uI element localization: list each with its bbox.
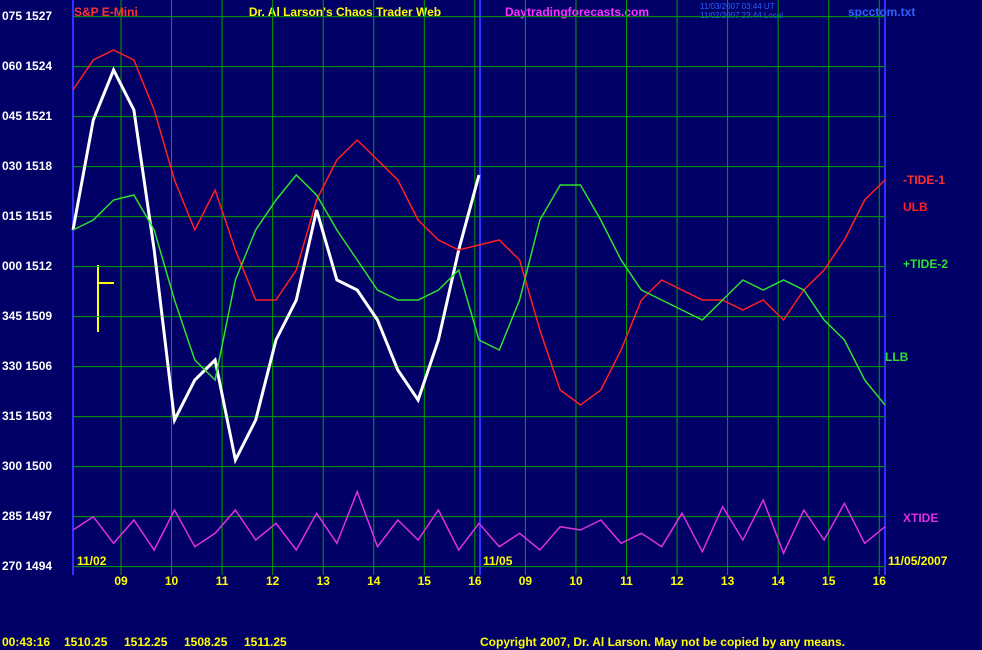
x-tick-label: 11 [620, 574, 633, 588]
x-tick-label: 10 [165, 574, 179, 588]
date-label: 11/02 [77, 554, 107, 568]
y-tick-label: 030 1518 [2, 159, 52, 173]
x-tick-label: 09 [519, 574, 533, 588]
y-tick-label: 330 1506 [2, 359, 52, 373]
status-time: 00:43:16 [2, 635, 50, 649]
series-line [71, 66, 481, 465]
timestamp: 11/02/2007 23:44 Local [700, 11, 783, 20]
x-tick-label: 13 [721, 574, 735, 588]
chart-title: Dr. Al Larson's Chaos Trader Web [249, 5, 441, 19]
x-tick-label: 14 [367, 574, 381, 588]
annotation: LLB [885, 350, 909, 364]
y-tick-label: 315 1503 [2, 409, 52, 423]
x-tick-label: 10 [569, 574, 583, 588]
status-value: 1511.25 [244, 635, 287, 649]
x-tick-label: 12 [670, 574, 684, 588]
status-value: 1510.25 [64, 635, 108, 649]
x-tick-label: 16 [468, 574, 482, 588]
date-label: 11/05/2007 [888, 554, 948, 568]
x-tick-label: 09 [114, 574, 128, 588]
y-tick-label: 345 1509 [2, 309, 52, 323]
series-line [72, 173, 886, 406]
y-tick-label: 300 1500 [2, 459, 52, 473]
legend-label: XTIDE [903, 511, 938, 525]
bracket-marker [97, 265, 114, 332]
y-tick-label: 015 1515 [2, 209, 52, 223]
date-label: 11/05 [483, 554, 513, 568]
x-tick-label: 16 [873, 574, 887, 588]
x-tick-label: 13 [317, 574, 331, 588]
y-tick-label: 075 1527 [2, 9, 52, 23]
symbol: S&P E-Mini [74, 5, 138, 19]
y-tick-label: 270 1494 [2, 559, 52, 573]
x-tick-label: 15 [418, 574, 432, 588]
x-tick-label: 14 [771, 574, 785, 588]
y-tick-label: 060 1524 [2, 59, 52, 73]
x-tick-label: 12 [266, 574, 280, 588]
legend-label: +TIDE-2 [903, 257, 948, 271]
series-line [72, 489, 886, 556]
copyright: Copyright 2007, Dr. Al Larson. May not b… [480, 635, 845, 649]
file-name: spcctom.txt [848, 5, 915, 19]
series-line [72, 49, 886, 406]
status-value: 1508.25 [184, 635, 228, 649]
legend-label: ULB [903, 200, 928, 214]
site: Daytradingforecasts.com [505, 5, 649, 19]
status-value: 1512.25 [124, 635, 168, 649]
annotation: -TIDE-1 [903, 173, 945, 187]
y-tick-label: 285 1497 [2, 509, 52, 523]
x-tick-label: 15 [822, 574, 836, 588]
x-tick-label: 11 [216, 574, 229, 588]
y-tick-label: 000 1512 [2, 259, 52, 273]
y-tick-label: 045 1521 [2, 109, 52, 123]
timestamp: 11/03/2007 03:44 UT [700, 2, 775, 11]
